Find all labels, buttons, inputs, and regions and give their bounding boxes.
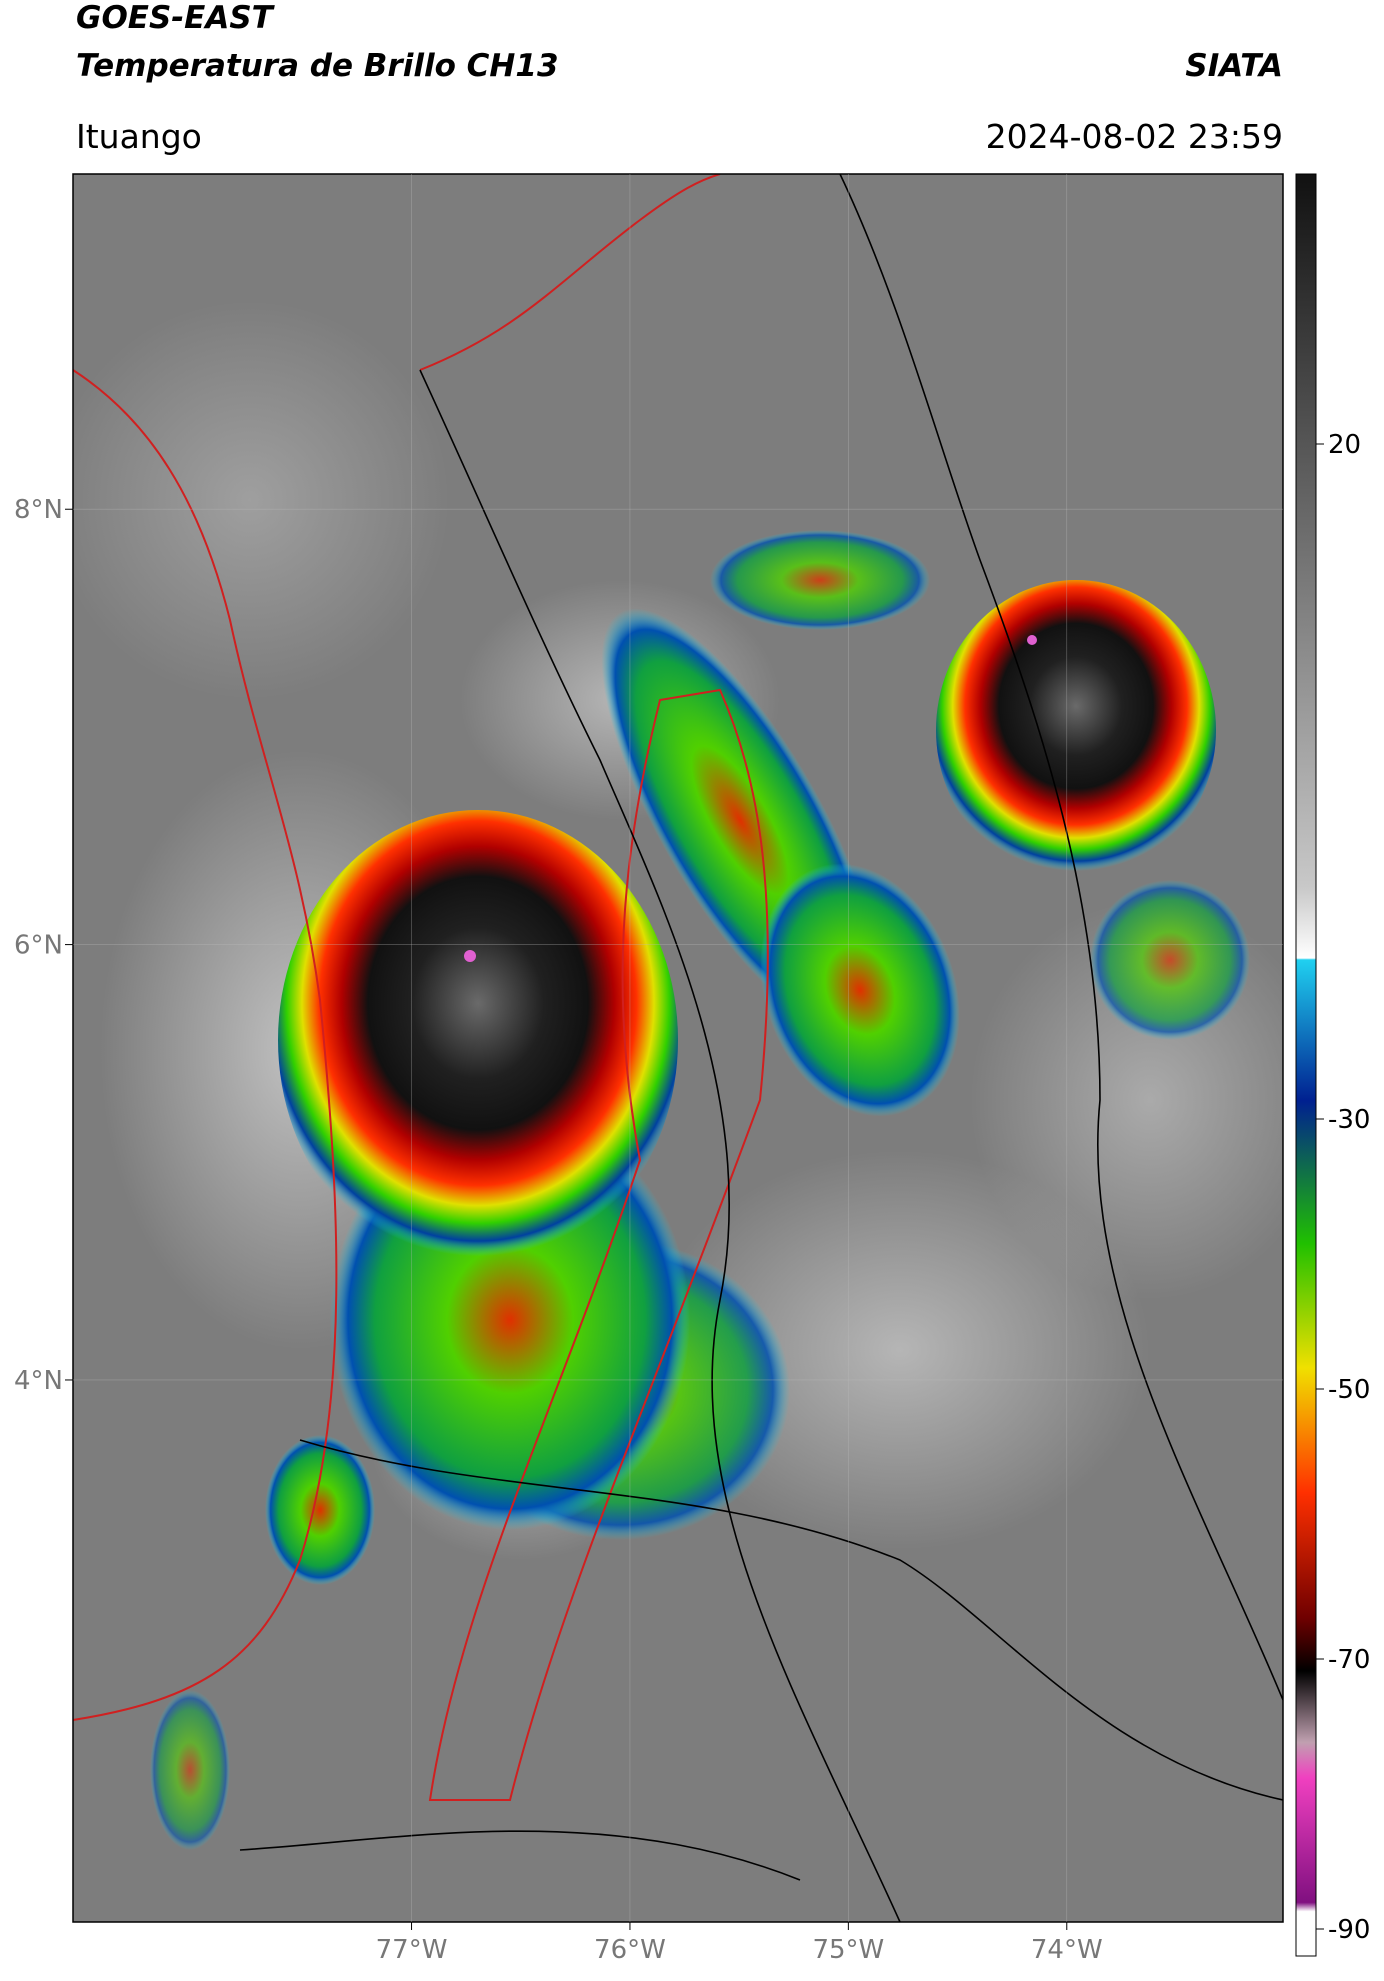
colorbar-tick-label: -50 [1328,1375,1370,1405]
colorbar [1295,173,1317,1957]
x-tick-label: 76°W [594,1935,666,1965]
title-line1: GOES-EAST [76,0,276,36]
place-label: Ituango [76,117,202,156]
colorbar-tick-label: 20 [1328,430,1361,460]
y-tick-label: 6°N [14,931,63,961]
org-label: SIATA [1185,48,1283,84]
x-tick-label: 77°W [376,1935,448,1965]
datetime-label: 2024-08-02 23:59 [986,117,1283,156]
colorbar-tick-label: -30 [1328,1105,1370,1135]
x-tick-label: 74°W [1031,1935,1103,1965]
colorbar-tick-label: -90 [1328,1915,1370,1945]
y-tick-label: 4°N [14,1366,63,1396]
y-tick-label: 8°N [14,495,63,525]
colorbar-tick-label: -70 [1328,1645,1370,1675]
x-tick-label: 75°W [812,1935,884,1965]
map-frame [72,173,1284,1923]
map-image [73,174,1283,1922]
title-line2: Temperatura de Brillo CH13 [76,48,559,84]
